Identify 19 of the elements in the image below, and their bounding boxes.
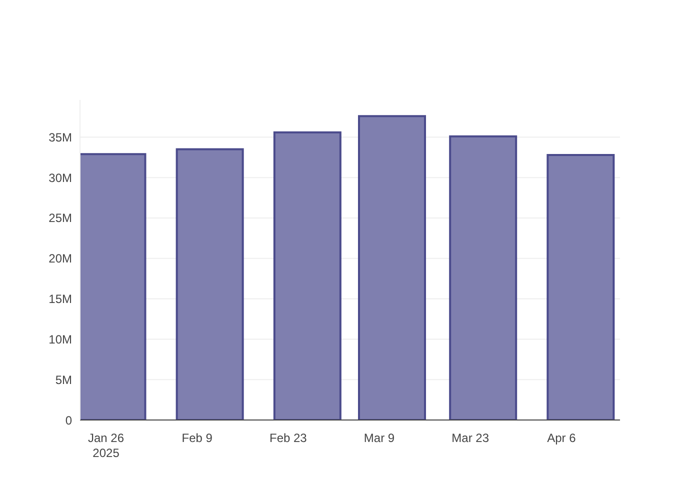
y-tick-label: 25M	[48, 211, 72, 226]
bar	[546, 154, 615, 420]
y-tick-label: 35M	[48, 130, 72, 144]
x-tick-label: Feb 23	[270, 431, 308, 445]
bar	[273, 131, 342, 420]
bar	[449, 135, 518, 420]
x-tick-label: Mar 23	[452, 431, 490, 445]
x-tick-label: Jan 26 2025	[88, 431, 124, 460]
y-tick-label: 5M	[55, 372, 72, 387]
y-tick-label: 15M	[48, 292, 72, 306]
y-tick-label: 20M	[48, 252, 72, 266]
x-tick-label: Apr 6	[547, 431, 576, 445]
bar	[176, 148, 244, 420]
y-tick-label: 30M	[48, 170, 72, 185]
y-tick-label: 10M	[48, 332, 72, 346]
bar	[358, 115, 426, 420]
x-tick-label: Mar 9	[364, 431, 395, 445]
x-tick-label: Feb 9	[182, 431, 213, 445]
y-tick-label: 0	[65, 413, 72, 428]
